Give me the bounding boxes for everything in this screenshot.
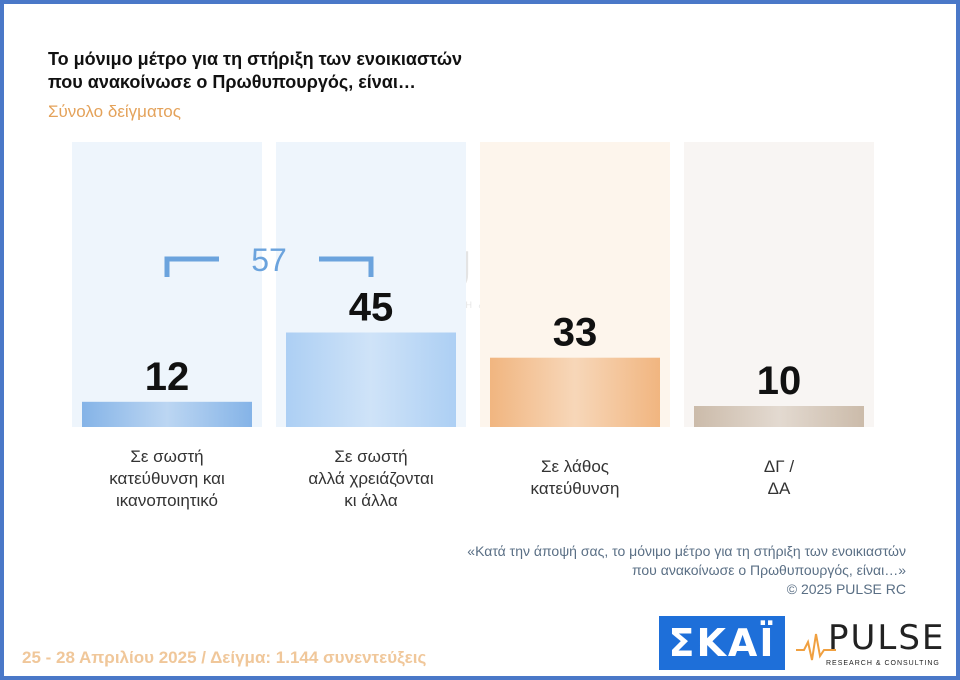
pulse-logo: PULSE RESEARCH & CONSULTING: [796, 616, 946, 672]
category-label: Σε λάθος κατεύθυνση: [530, 457, 620, 498]
chart-title: Το μόνιμο μέτρο για τη στήριξη των ενοικ…: [48, 48, 568, 94]
bracket-left: [164, 256, 219, 277]
skai-logo: ΣΚΑΪ: [659, 616, 785, 670]
bar-value-label: 12: [145, 355, 190, 399]
pulse-heartbeat-icon: [796, 633, 836, 661]
bar-chart: 12 45 33 10 57: [72, 142, 874, 427]
bar-value-label: 45: [349, 286, 394, 330]
bar: [286, 332, 456, 427]
category-label: ΔΓ / ΔΑ: [763, 457, 795, 498]
bar-value-label: 10: [757, 359, 802, 403]
category-label: Σε σωστή αλλά χρειάζονται κι άλλα: [308, 447, 434, 510]
bar: [82, 401, 252, 427]
pulse-logo-word: PULSE: [828, 618, 946, 658]
bar: [490, 357, 660, 427]
chart-title-line1: Το μόνιμο μέτρο για τη στήριξη των ενοικ…: [48, 49, 463, 69]
chart-title-line2: που ανακοίνωσε ο Πρωθυπουργός, είναι…: [48, 72, 416, 92]
category-label: Σε σωστή κατεύθυνση και ικανοποιητικό: [109, 447, 225, 510]
pulse-logo-subtitle: RESEARCH & CONSULTING: [826, 660, 940, 667]
column-background: [684, 142, 874, 427]
chart-subtitle: Σύνολο δείγματος: [48, 102, 181, 121]
fieldwork-dates-sample: 25 - 28 Απριλίου 2025 / Δείγμα: 1.144 συ…: [22, 648, 427, 667]
bar: [694, 406, 864, 427]
column-background: [72, 142, 262, 427]
bracket-right: [319, 256, 374, 277]
question-footnote: «Κατά την άποψή σας, το μόνιμο μέτρο για…: [467, 543, 906, 578]
bracket-sum-label: 57: [251, 242, 287, 278]
copyright-text: © 2025 PULSE RC: [786, 581, 906, 597]
bar-value-label: 33: [553, 311, 598, 355]
